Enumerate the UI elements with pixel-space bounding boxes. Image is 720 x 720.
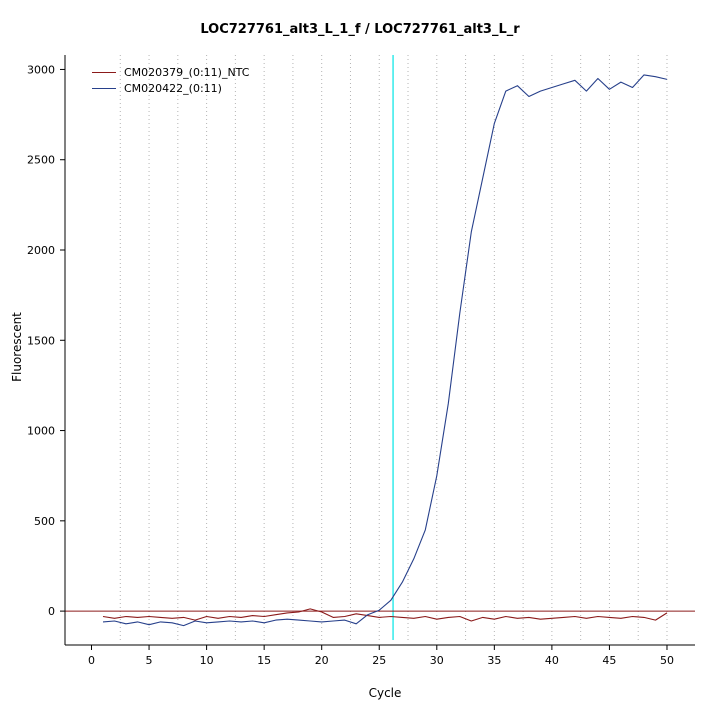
x-tick-label: 10 — [200, 654, 214, 667]
x-tick-label: 5 — [146, 654, 153, 667]
x-tick-label: 30 — [430, 654, 444, 667]
y-tick-label: 1000 — [27, 425, 55, 438]
chart-title: LOC727761_alt3_L_1_f / LOC727761_alt3_L_… — [200, 22, 520, 37]
legend-item: CM020379_(0:11)_NTC — [92, 64, 249, 80]
x-tick-label: 45 — [602, 654, 616, 667]
series-line-ntc — [102, 608, 668, 622]
legend-label-sample: CM020422_(0:11) — [124, 81, 222, 95]
series-line-sample — [102, 74, 668, 627]
x-tick-label: 25 — [372, 654, 386, 667]
x-tick-label: 35 — [487, 654, 501, 667]
y-tick-label: 1500 — [27, 334, 55, 347]
legend-item: CM020422_(0:11) — [92, 80, 249, 96]
y-tick-label: 2500 — [27, 154, 55, 167]
y-tick-label: 0 — [48, 605, 55, 618]
y-tick-label: 3000 — [27, 63, 55, 76]
x-tick-label: 0 — [88, 654, 95, 667]
y-tick-label: 2000 — [27, 244, 55, 257]
legend: CM020379_(0:11)_NTC CM020422_(0:11) — [92, 64, 249, 96]
x-axis-label: Cycle — [368, 686, 402, 700]
legend-label-ntc: CM020379_(0:11)_NTC — [124, 65, 250, 79]
x-tick-label: 40 — [545, 654, 559, 667]
legend-line-swatch-ntc — [92, 71, 116, 73]
x-tick-label: 20 — [315, 654, 329, 667]
legend-line-swatch-sample — [92, 87, 116, 89]
y-tick-label: 500 — [34, 515, 55, 528]
x-tick-label: 15 — [257, 654, 271, 667]
x-tick-label: 50 — [660, 654, 674, 667]
